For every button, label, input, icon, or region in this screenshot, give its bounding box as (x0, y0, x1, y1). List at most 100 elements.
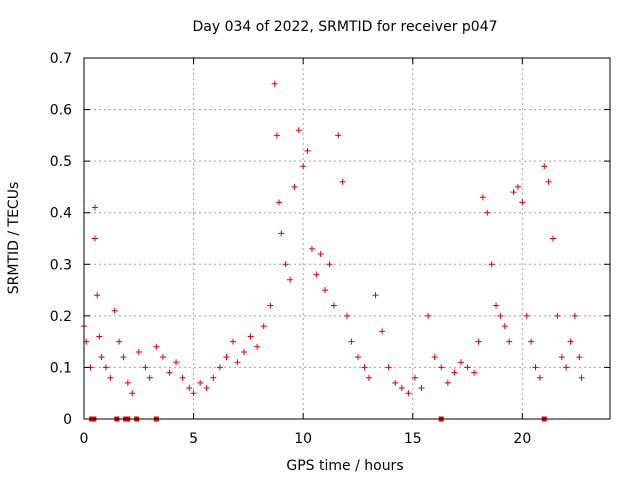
data-point (91, 204, 98, 211)
data-point (405, 390, 412, 397)
y-tick-label: 0.6 (50, 103, 72, 119)
data-point (153, 343, 160, 350)
data-point (444, 379, 451, 386)
data-point (142, 364, 149, 371)
data-point (146, 374, 153, 381)
chart-title: Day 034 of 2022, SRMTID for receiver p04… (192, 19, 497, 35)
data-point (506, 338, 513, 345)
y-tick-label: 0.2 (50, 309, 72, 325)
data-point (532, 364, 539, 371)
plot-frame (83, 57, 611, 420)
data-point (541, 163, 548, 170)
data-point (271, 80, 278, 87)
data-point (392, 379, 399, 386)
data-point (267, 302, 274, 309)
data-point (431, 354, 438, 361)
data-point (186, 385, 193, 392)
data-point (159, 354, 166, 361)
data-point (166, 369, 173, 376)
axis-ticks (83, 57, 610, 420)
data-point (484, 209, 491, 216)
data-point (260, 323, 267, 330)
data-point (96, 333, 103, 340)
data-point (493, 302, 500, 309)
data-point (308, 245, 315, 252)
data-point (479, 194, 486, 201)
data-point (361, 364, 368, 371)
data-point (536, 374, 543, 381)
data-point (203, 385, 210, 392)
data-point (519, 199, 526, 206)
x-tick-label: 0 (80, 431, 89, 447)
data-point (545, 178, 552, 185)
data-point (550, 235, 557, 242)
y-tick-label: 0 (63, 412, 72, 428)
data-point (317, 250, 324, 257)
data-point (116, 338, 123, 345)
data-point (91, 235, 98, 242)
data-point (457, 359, 464, 366)
data-point (438, 364, 445, 371)
data-point (354, 354, 361, 361)
data-point (497, 312, 504, 319)
data-point (234, 359, 241, 366)
data-point (129, 390, 136, 397)
data-point (471, 369, 478, 376)
data-point (120, 354, 127, 361)
data-point (98, 354, 105, 361)
data-point (135, 348, 142, 355)
y-tick-label: 0.7 (50, 51, 72, 67)
y-axis-label: SRMTID / TECUs (6, 182, 22, 295)
data-point (254, 343, 261, 350)
data-point (418, 385, 425, 392)
data-point (514, 183, 521, 190)
data-point (330, 302, 337, 309)
data-point (173, 359, 180, 366)
data-point (335, 132, 342, 139)
data-point (313, 271, 320, 278)
x-tick-label: 20 (513, 431, 531, 447)
data-point (216, 364, 223, 371)
data-point (385, 364, 392, 371)
data-point (326, 261, 333, 268)
data-point (576, 354, 583, 361)
data-point (240, 348, 247, 355)
data-point (510, 189, 517, 196)
data-point (287, 276, 294, 283)
data-point (554, 312, 561, 319)
data-point (300, 163, 307, 170)
data-point (273, 132, 280, 139)
data-point (295, 127, 302, 134)
data-point (379, 328, 386, 335)
data-point (230, 338, 237, 345)
data-point (197, 379, 204, 386)
x-tick-label: 15 (404, 431, 422, 447)
data-point (344, 312, 350, 319)
data-point (528, 338, 535, 345)
data-point (372, 292, 379, 299)
data-point (278, 230, 285, 237)
data-point (411, 374, 418, 381)
data-point (578, 374, 585, 381)
data-point (523, 312, 530, 319)
data-point (179, 374, 186, 381)
data-point (111, 307, 118, 314)
data-point (398, 385, 405, 392)
y-tick-label: 0.5 (50, 154, 72, 170)
data-point (339, 178, 346, 185)
data-point (276, 199, 283, 206)
data-point (304, 147, 311, 154)
data-point (223, 354, 230, 361)
data-point (282, 261, 289, 268)
tick-labels: 0 0.1 0.2 0.3 0.4 0.5 0.6 0.7 0 5 10 15 20 (50, 51, 532, 447)
data-point (365, 374, 372, 381)
data-point (558, 354, 565, 361)
data-point (571, 312, 578, 319)
data-point (563, 364, 570, 371)
y-tick-label: 0.3 (50, 257, 72, 273)
data-point (102, 364, 109, 371)
data-point (475, 338, 482, 345)
x-tick-label: 5 (189, 431, 198, 447)
x-tick-label: 10 (294, 431, 312, 447)
